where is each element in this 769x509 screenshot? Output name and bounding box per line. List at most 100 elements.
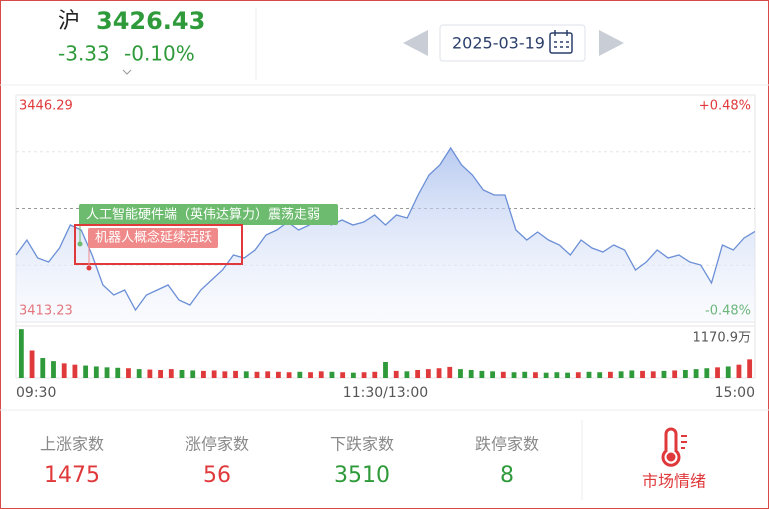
volume-bar xyxy=(190,370,196,378)
volume-bar xyxy=(393,370,399,378)
volume-bar xyxy=(329,371,335,378)
index-price: 3426.43 xyxy=(96,7,205,35)
volume-bar xyxy=(575,372,581,378)
volume-bar xyxy=(747,359,753,378)
volume-bar xyxy=(136,369,142,378)
volume-bar xyxy=(554,372,560,378)
stat-label: 跌停家数 xyxy=(475,435,539,454)
annotation-dot xyxy=(77,241,83,247)
volume-bar xyxy=(93,366,99,378)
volume-bar xyxy=(211,370,217,378)
volume-bar xyxy=(147,369,153,378)
date: 2025-03-19 xyxy=(452,34,545,53)
volume-bar xyxy=(640,370,645,378)
price-line xyxy=(15,146,756,312)
stat-value: 8 xyxy=(500,463,514,488)
index-change: -3.33 xyxy=(58,42,110,66)
volume-bar xyxy=(115,367,121,378)
volume-bar xyxy=(736,364,742,378)
volume-bar xyxy=(682,370,688,378)
volume-bar xyxy=(725,366,731,378)
volume-bar xyxy=(425,369,431,378)
volume-bar xyxy=(222,371,228,378)
date-box[interactable] xyxy=(439,24,586,62)
prev-date[interactable] xyxy=(403,30,428,56)
volume-bar xyxy=(350,372,356,378)
volume-bar xyxy=(468,370,474,378)
volume-bar xyxy=(168,369,174,378)
y-tick-label: 3446.29 xyxy=(19,99,73,114)
x-tick-label: 09:30 xyxy=(16,385,56,401)
volume-bar xyxy=(618,371,624,378)
volume-bar xyxy=(40,358,46,378)
index-name: 沪 xyxy=(58,9,80,34)
volume-bar xyxy=(340,372,346,378)
volume-bar xyxy=(586,371,592,378)
volume-bar xyxy=(661,370,667,378)
volume-bar xyxy=(308,372,313,378)
volume-bar xyxy=(629,370,635,378)
volume-bar xyxy=(490,371,496,378)
volume-bar xyxy=(201,370,206,378)
volume-bar xyxy=(61,363,67,378)
stat-value: 3510 xyxy=(334,463,390,488)
volume-bar xyxy=(672,370,678,378)
volume-bar xyxy=(447,366,453,378)
calendar-icon[interactable] xyxy=(549,30,573,54)
annotation-box xyxy=(79,204,338,225)
volume-bar xyxy=(565,372,570,378)
volume-bar xyxy=(51,361,56,378)
volume-bar xyxy=(511,372,517,378)
volume-bar xyxy=(415,370,421,378)
volume-bar xyxy=(104,367,110,378)
volume-bar xyxy=(233,370,238,378)
price-area xyxy=(16,148,755,322)
thermometer-icon[interactable] xyxy=(661,427,687,467)
volume-bar xyxy=(72,364,78,378)
volume-bar xyxy=(243,371,249,378)
volume-bar xyxy=(500,371,506,378)
stat-label: 下跌家数 xyxy=(330,435,394,454)
volume-bar xyxy=(522,371,528,378)
volume-bar xyxy=(479,370,485,378)
annotation-box xyxy=(88,228,218,248)
volume-bar xyxy=(297,371,303,378)
volume-bar xyxy=(265,371,271,378)
volume-bar xyxy=(83,365,89,378)
stat-value: 56 xyxy=(203,463,231,488)
volume-bar xyxy=(543,372,549,378)
volume-bar xyxy=(372,371,378,378)
volume-bar xyxy=(158,370,163,378)
annotation-dot xyxy=(86,265,92,271)
volume-bar xyxy=(29,350,35,378)
volume-bar xyxy=(436,368,442,378)
volume-max-label: 1170.9万 xyxy=(693,331,752,346)
volume-bar xyxy=(715,367,720,378)
sentiment-label[interactable]: 市场情绪 xyxy=(642,472,706,491)
expand-chevron[interactable] xyxy=(122,69,132,75)
volume-bar xyxy=(318,371,324,378)
volume-bar xyxy=(597,372,603,378)
volume-bar xyxy=(404,371,410,378)
volume-bar xyxy=(650,371,656,378)
volume-bar xyxy=(704,368,710,378)
index-change-pct: -0.10% xyxy=(124,42,195,66)
volume-bar xyxy=(18,329,24,378)
volume-bar xyxy=(361,372,367,378)
y2-tick-label: +0.48% xyxy=(699,99,751,114)
next-date[interactable] xyxy=(599,30,624,56)
annotation-text: 机器人概念延续活跃 xyxy=(95,230,212,246)
volume-bar xyxy=(608,371,613,378)
volume-bar xyxy=(458,369,463,378)
x-tick-label: 15:00 xyxy=(715,385,755,401)
volume-bar xyxy=(693,369,699,378)
stat-label: 上涨家数 xyxy=(40,435,104,454)
volume-bar xyxy=(179,370,185,378)
annotation-text: 人工智能硬件端（英伟达算力）震荡走弱 xyxy=(86,208,320,223)
volume-bar xyxy=(383,362,388,378)
volume-bar xyxy=(254,371,260,378)
volume-bar xyxy=(286,372,292,378)
stat-label: 涨停家数 xyxy=(185,435,249,454)
stat-value: 1475 xyxy=(44,463,100,488)
